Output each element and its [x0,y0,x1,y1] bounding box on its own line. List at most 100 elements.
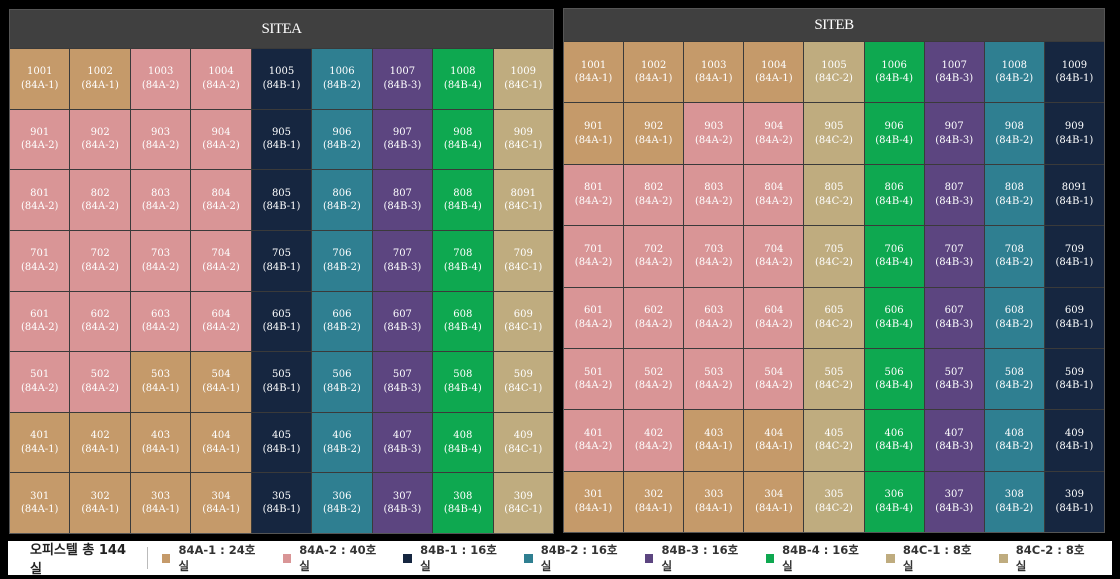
unit-type: (84A-1) [20,504,59,516]
unit-number: 603 [151,308,171,320]
unit-number: 502 [90,369,110,381]
unit-cell: 709 (84C-1) [493,230,553,291]
unit-type: (84A-2) [574,318,613,330]
legend-swatch [999,553,1008,563]
unit-type: (84A-2) [574,195,613,207]
unit-cell: 306 (84B-2) [312,473,372,533]
unit-cell: 905 (84B-1) [251,109,312,170]
unit-cell: 407 (84B-3) [924,410,984,471]
unit-cell: 402 (84A-2) [624,410,684,471]
unit-number: 8091 [510,187,536,199]
unit-cell: 908 (84B-2) [984,103,1044,164]
unit-type: (84B-4) [875,502,913,514]
unit-type: (84A-1) [634,502,673,514]
unit-cell: 906 (84B-2) [312,109,372,170]
unit-number: 1007 [941,59,967,71]
unit-cell: 806 (84B-4) [864,164,924,226]
unit-type: (84B-1) [1055,257,1094,269]
unit-number: 406 [884,427,904,439]
unit-cell: 501 (84A-2) [564,348,624,410]
unit-cell: 901 (84A-2) [10,109,70,170]
unit-cell: 504 (84A-1) [191,352,251,412]
unit-number: 704 [211,248,231,260]
unit-type: (84A-1) [20,79,59,91]
unit-cell: 707 (84B-3) [924,226,984,287]
unit-number: 407 [392,430,412,442]
unit-type: (84B-4) [875,380,913,392]
unit-type: (84C-1) [504,504,543,516]
unit-number: 302 [644,489,664,501]
unit-cell: 509 (84C-1) [493,352,553,412]
legend-item: 84A-2 : 40호실 [282,542,384,574]
unit-type: (84B-1) [1055,441,1094,453]
unit-number: 801 [584,182,604,194]
legend-item: 84A-1 : 24호실 [161,542,263,574]
unit-number: 1007 [389,66,416,78]
unit-type: (84B-2) [995,318,1034,330]
unit-cell: 1008 (84B-4) [433,49,493,109]
unit-cell: 507 (84B-3) [924,348,984,410]
legend-items: 84A-1 : 24호실 84A-2 : 40호실 84B-1 : 16호실 84B-… [161,542,1112,574]
unit-cell: 708 (84B-2) [984,226,1044,287]
unit-cell: 607 (84B-3) [924,287,984,348]
unit-cell: 1007 (84B-3) [372,49,433,109]
unit-cell: 405 (84B-1) [251,412,312,473]
unit-cell: 1005 (84B-1) [251,49,312,109]
unit-number: 906 [884,121,904,133]
legend-item: 84C-2 : 8호실 [999,542,1092,574]
site-a-title: SITEA [10,10,553,48]
unit-number: 709 [513,248,533,260]
unit-number: 1005 [268,66,295,78]
unit-type: (84B-3) [383,322,422,334]
legend-title: 오피스텔 총 144실 [8,543,148,577]
unit-number: 803 [704,182,724,194]
unit-number: 1008 [450,66,476,78]
unit-cell: 1005 (84C-2) [804,42,864,103]
unit-cell: 402 (84A-1) [70,412,130,473]
unit-number: 407 [944,427,964,439]
unit-type: (84B-2) [995,73,1034,85]
unit-type: (84B-4) [443,382,482,394]
unit-cell: 505 (84C-2) [804,348,864,410]
unit-cell: 401 (84A-2) [564,410,624,471]
unit-cell: 501 (84A-2) [10,352,70,412]
unit-number: 406 [332,430,352,442]
unit-type: (84A-2) [141,261,180,273]
unit-cell: 702 (84A-2) [624,226,684,287]
unit-number: 802 [90,187,110,199]
unit-number: 909 [1064,121,1084,133]
unit-number: 607 [392,308,412,320]
unit-cell: 802 (84A-2) [70,170,130,230]
unit-type: (84A-2) [202,140,240,152]
unit-type: (84B-3) [935,380,974,392]
unit-number: 1008 [1001,59,1028,71]
unit-cell: 304 (84A-1) [744,471,804,532]
unit-type: (84A-2) [141,140,180,152]
unit-cell: 1001 (84A-1) [10,49,70,109]
unit-cell: 703 (84A-2) [684,226,744,287]
unit-number: 507 [944,366,964,378]
unit-cell: 601 (84A-2) [10,291,70,352]
unit-cell: 804 (84A-2) [744,164,804,226]
unit-number: 806 [332,187,352,199]
unit-cell: 902 (84A-2) [70,109,130,170]
unit-number: 303 [151,490,171,502]
unit-cell: 1003 (84A-1) [684,42,744,103]
unit-cell: 1004 (84A-2) [191,49,251,109]
unit-number: 1006 [329,66,355,78]
unit-cell: 607 (84B-3) [372,291,433,352]
unit-number: 701 [30,248,50,260]
unit-type: (84C-2) [815,502,853,514]
unit-cell: 406 (84B-4) [864,410,924,471]
unit-number: 505 [824,366,844,378]
unit-number: 303 [704,489,724,501]
unit-cell: 506 (84B-4) [864,348,924,410]
unit-number: 1002 [640,59,667,71]
unit-cell: 1001 (84A-1) [564,42,624,103]
unit-number: 604 [211,308,231,320]
unit-type: (84B-1) [1055,134,1094,146]
unit-type: (84A-2) [695,195,733,207]
unit-number: 606 [332,308,352,320]
unit-cell: 8091 (84B-1) [1044,164,1104,226]
unit-cell: 302 (84A-1) [624,471,684,532]
